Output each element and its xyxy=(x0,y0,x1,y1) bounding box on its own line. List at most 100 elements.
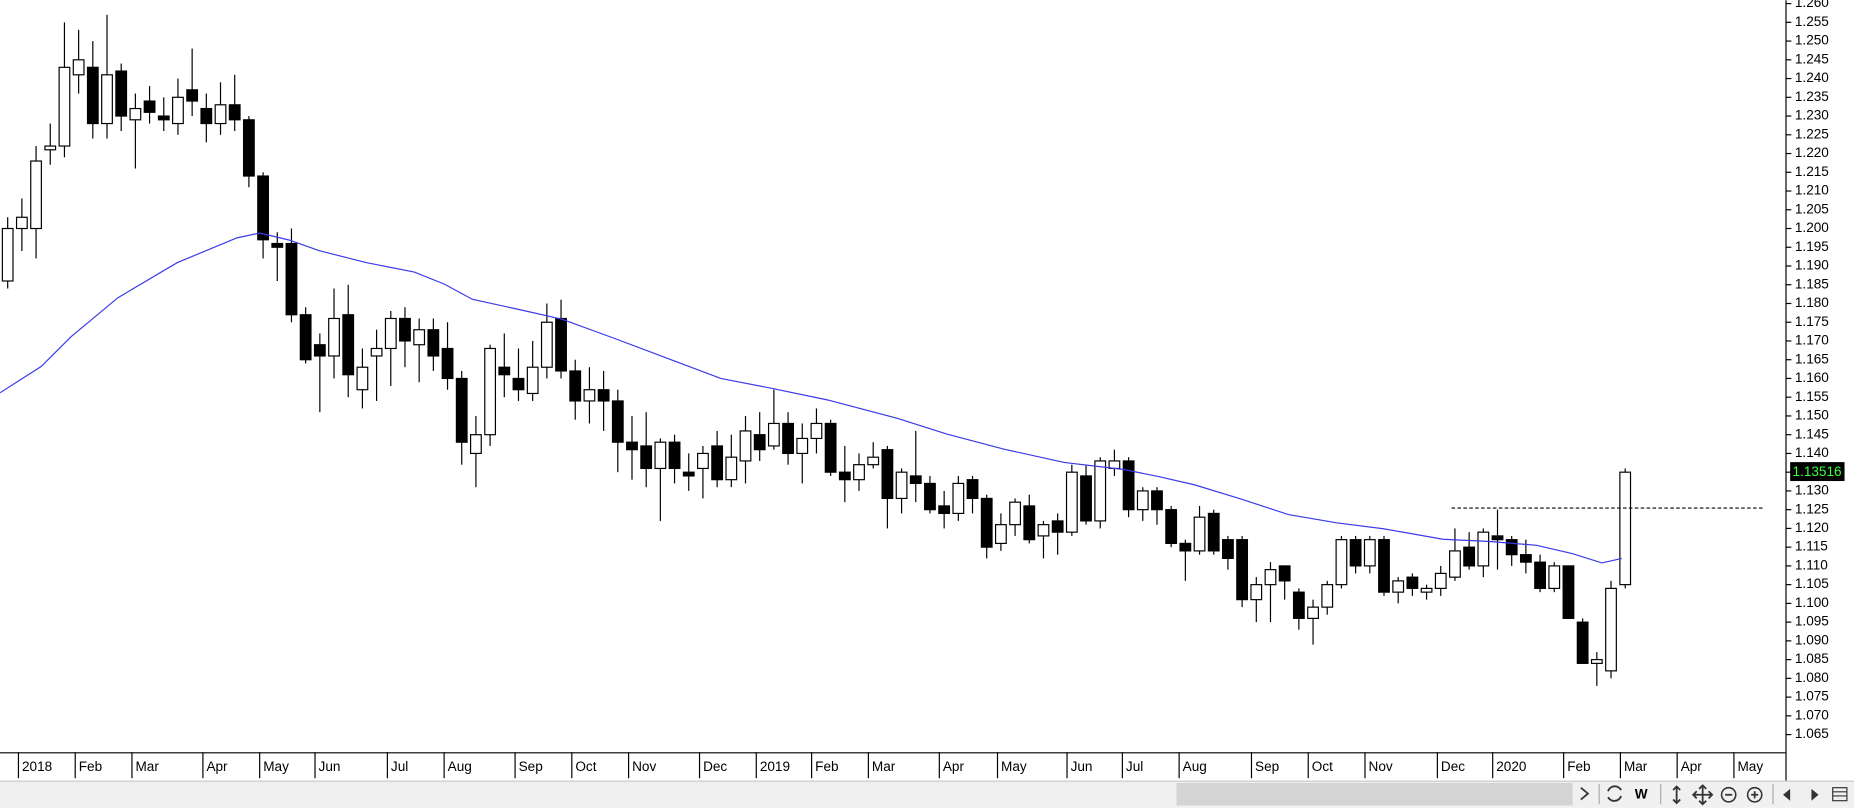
candle-body xyxy=(1534,561,1546,589)
moving-average-line xyxy=(0,232,1622,564)
candle-body xyxy=(1378,539,1390,593)
candle-body xyxy=(200,107,213,125)
candle-body xyxy=(172,96,184,125)
candle-body xyxy=(966,479,979,500)
candle-body xyxy=(1392,580,1405,593)
candle-body xyxy=(44,145,57,151)
pan-button[interactable] xyxy=(1691,784,1714,806)
candle-body xyxy=(1349,539,1362,567)
y-tick-label: 1.235 xyxy=(1795,89,1829,104)
refresh-button[interactable] xyxy=(1607,785,1622,802)
y-tick-label: 1.075 xyxy=(1795,689,1829,704)
y-tick-label: 1.160 xyxy=(1795,370,1829,385)
plot xyxy=(0,14,1764,686)
candle-body xyxy=(427,329,440,357)
candle-body xyxy=(1037,524,1050,537)
y-tick-label: 1.065 xyxy=(1795,726,1829,741)
y-tick-label: 1.140 xyxy=(1795,445,1829,460)
scrollbar-thumb[interactable] xyxy=(1176,782,1573,806)
candle-body xyxy=(399,317,411,342)
candle-body xyxy=(540,321,553,368)
y-tick-label: 1.100 xyxy=(1795,595,1829,610)
candle-body xyxy=(86,66,99,125)
y-tick-label: 1.090 xyxy=(1795,632,1829,647)
candle-body xyxy=(980,497,993,548)
candle-body xyxy=(242,119,255,177)
vertical-scale-button[interactable] xyxy=(1672,785,1681,805)
candle-body xyxy=(909,475,922,485)
x-tick-label: May xyxy=(1001,759,1027,774)
scroll-left-button[interactable] xyxy=(1783,788,1791,801)
candle-body xyxy=(370,347,383,357)
candle-body xyxy=(597,389,610,402)
last-price-label: 1.13516 xyxy=(1793,464,1842,479)
candle-body xyxy=(455,377,468,443)
candle-body xyxy=(583,389,596,402)
candle-body xyxy=(1250,584,1263,601)
y-tick-label: 1.125 xyxy=(1795,501,1829,516)
table-icon xyxy=(1832,787,1848,802)
candle-body xyxy=(129,107,142,121)
x-tick-label: Sep xyxy=(519,759,543,774)
candle-body xyxy=(1278,565,1291,582)
refresh-icon xyxy=(1607,785,1622,802)
candle-body xyxy=(810,422,823,440)
candle-body xyxy=(654,441,667,470)
y-tick-label: 1.085 xyxy=(1795,651,1829,666)
candle-body xyxy=(924,482,936,511)
x-tick-label: Dec xyxy=(1441,759,1465,774)
candle-body xyxy=(1051,520,1064,533)
candle-body xyxy=(1207,512,1220,552)
candle-body xyxy=(1179,542,1192,552)
table-button[interactable] xyxy=(1832,787,1848,802)
zoom-out-button[interactable] xyxy=(1720,786,1737,803)
y-tick-label: 1.175 xyxy=(1795,314,1829,329)
candle-body xyxy=(711,445,724,481)
y-tick-label: 1.180 xyxy=(1795,295,1829,310)
scroll-right-button[interactable] xyxy=(1580,787,1590,801)
candle-body xyxy=(1562,565,1575,619)
candle-body xyxy=(1080,475,1092,522)
candle-body xyxy=(526,366,539,395)
candle-body xyxy=(470,434,482,455)
x-tick-label: Oct xyxy=(1312,759,1333,774)
candle-body xyxy=(1264,569,1277,586)
x-tick-label: Feb xyxy=(79,759,102,774)
candle-body xyxy=(143,100,156,113)
candle-body xyxy=(1406,576,1419,589)
y-tick-label: 1.260 xyxy=(1795,0,1829,10)
x-tick-label: May xyxy=(1737,759,1763,774)
x-tick-label: 2020 xyxy=(1496,759,1527,774)
zoom-in-button[interactable] xyxy=(1746,786,1763,803)
zoom-in-icon xyxy=(1746,786,1763,803)
candle-body xyxy=(299,314,312,361)
candle-body xyxy=(72,59,85,76)
candle-body xyxy=(512,377,525,391)
y-tick-label: 1.240 xyxy=(1795,70,1829,85)
zoom-in-plus xyxy=(1751,791,1759,799)
last-price-box xyxy=(1790,462,1845,482)
y-tick-label: 1.165 xyxy=(1795,351,1829,366)
x-tick-label: Sep xyxy=(1255,759,1279,774)
candle-body xyxy=(186,89,199,102)
candle-body xyxy=(1335,539,1348,586)
y-tick-label: 1.220 xyxy=(1795,145,1829,160)
candle-body xyxy=(838,471,851,481)
candle-body xyxy=(1222,539,1234,559)
x-tick-label: Feb xyxy=(1567,759,1590,774)
candle-body xyxy=(1321,584,1334,608)
candle-body xyxy=(626,441,638,451)
candle-body xyxy=(853,464,865,481)
candle-body xyxy=(228,104,241,121)
x-tick-label: Jun xyxy=(319,759,341,774)
candle-body xyxy=(58,66,71,147)
candle-body xyxy=(1094,460,1107,522)
y-tick-label: 1.095 xyxy=(1795,614,1829,629)
scroll-right-arrow-button[interactable] xyxy=(1811,788,1819,801)
candle-body xyxy=(895,471,908,500)
candle-body xyxy=(498,366,511,376)
y-tick-label: 1.225 xyxy=(1795,126,1829,141)
candle-body xyxy=(1519,554,1532,563)
period-button[interactable]: W xyxy=(1635,786,1648,801)
